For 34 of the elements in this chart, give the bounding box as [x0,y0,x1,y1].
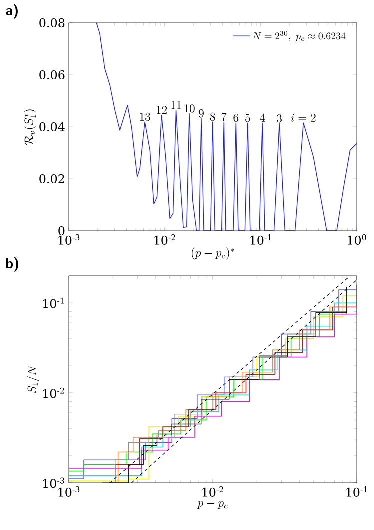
x-axis-title: $(p-p_c)^*$ [192,248,234,260]
annotation: $12$ [156,106,168,114]
y-tick-label: 0 [58,226,65,236]
text: a) [6,4,18,19]
annotation: $11$ [171,101,182,110]
x-tick-label: 10$^{-1}$ [250,234,272,245]
annotation: $i=2$ [291,114,316,122]
y-tick-label: 0.08 [40,18,65,28]
y-axis-title: $\mathcal{R}_v(S_1^*)$ [24,110,36,146]
annotation: $5$ [246,114,250,122]
y-tick-label: 0.06 [40,70,65,80]
x-tick-label: 10$^{0}$ [348,234,366,245]
x-tick-label: 10$^{-3}$ [58,486,80,497]
text: b) [6,258,18,272]
x-axis-title: $p-p_c$ [197,501,228,510]
annotation: $6$ [234,114,239,122]
y-tick-label: 10$^{-2}$ [43,388,64,398]
y-tick-label: 0.02 [40,174,64,184]
x-tick-label: 10$^{-2}$ [202,486,224,497]
y-axis-title: $S_1/N$ [27,366,40,394]
y-tick-label: 0.04 [40,122,65,132]
annotation: $9$ [199,110,204,118]
y-tick-label: 10$^{-1}$ [43,298,64,308]
annotation: $4$ [260,114,266,122]
y-tick-label: 10$^{-3}$ [43,478,64,488]
annotation: $3$ [277,114,282,123]
x-tick-label: 10$^{-1}$ [346,486,368,497]
x-tick-label: 10$^{-3}$ [58,234,80,245]
x-tick-label: 10$^{-2}$ [154,234,176,245]
annotation: $13$ [140,112,150,122]
annotation: $8$ [210,112,216,122]
annotation: $10$ [184,104,195,113]
annotation: $7$ [222,112,227,122]
legend-label: $N = 2^{30},\ p_c \approx 0.6234$ [253,31,346,42]
